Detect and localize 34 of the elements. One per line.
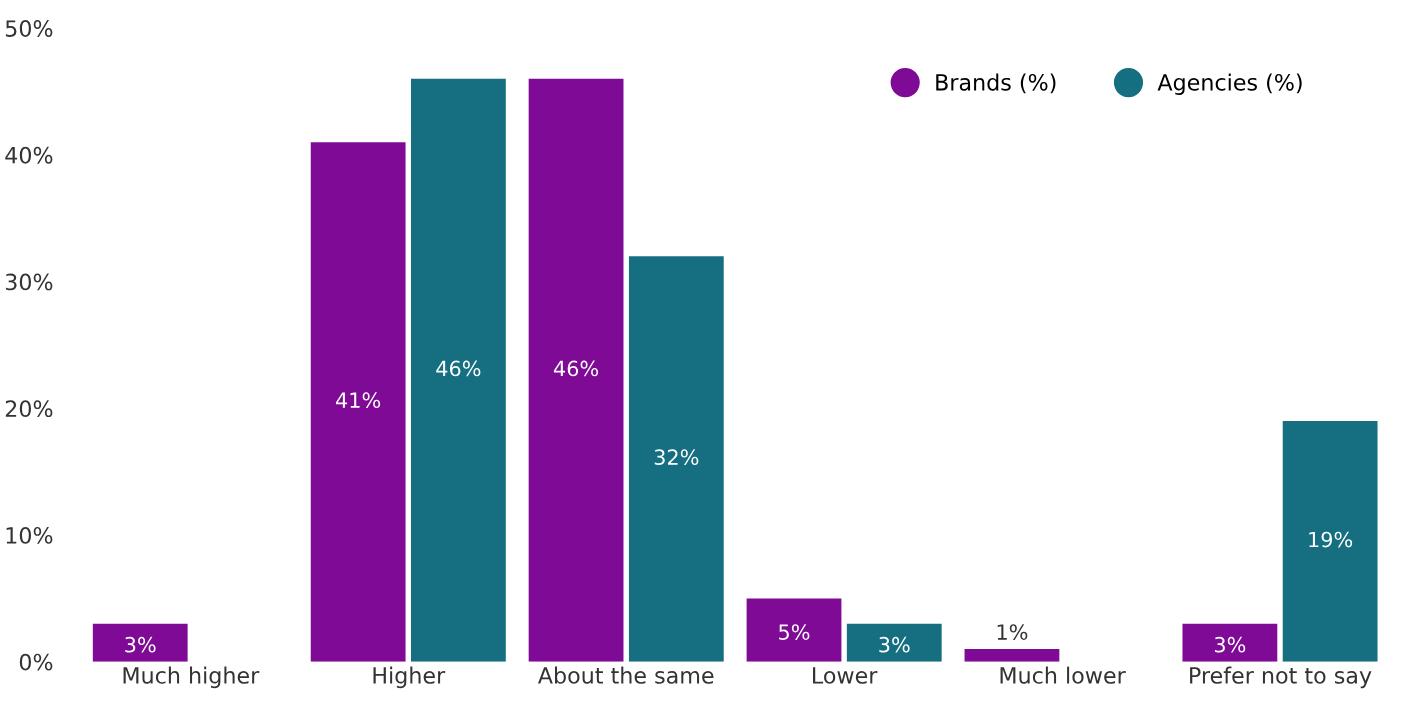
x-tick-label: Prefer not to say	[1190, 666, 1372, 689]
text: 1%	[997, 624, 1028, 640]
text: 3%	[879, 636, 910, 653]
x-tick-label: Much higher	[123, 666, 260, 689]
y-tick-label: 50%	[5, 20, 53, 37]
x-tick-label: Lower	[813, 667, 878, 684]
text: 3%	[1214, 636, 1246, 653]
bar	[1182, 623, 1278, 662]
x-tick-label: About the same	[537, 666, 714, 684]
bar	[628, 256, 724, 662]
bar	[964, 649, 1060, 662]
text: 46%	[553, 360, 599, 377]
bar	[746, 598, 842, 662]
legend-label: Agencies (%)	[1157, 73, 1302, 96]
y-tick-label: 30%	[5, 273, 53, 291]
text: 5%	[779, 624, 810, 640]
bar	[92, 623, 188, 662]
bar	[528, 78, 624, 662]
y-tick-label: 10%	[6, 526, 53, 544]
text: 3%	[125, 636, 156, 653]
text: 41%	[336, 392, 381, 409]
x-tick-label: Much lower	[1000, 666, 1126, 684]
bar	[411, 78, 506, 662]
text: 46%	[436, 360, 481, 377]
bar	[310, 142, 406, 662]
bar	[846, 623, 942, 662]
y-tick-label: 40%	[5, 146, 53, 164]
text: 32%	[654, 449, 699, 466]
y-tick-label: 0%	[19, 653, 53, 671]
text: 19%	[1309, 531, 1353, 548]
y-tick-label: 20%	[5, 400, 53, 418]
x-tick-label: Higher	[373, 666, 446, 689]
legend-label: Brands (%)	[936, 73, 1056, 94]
bar	[1282, 420, 1378, 662]
